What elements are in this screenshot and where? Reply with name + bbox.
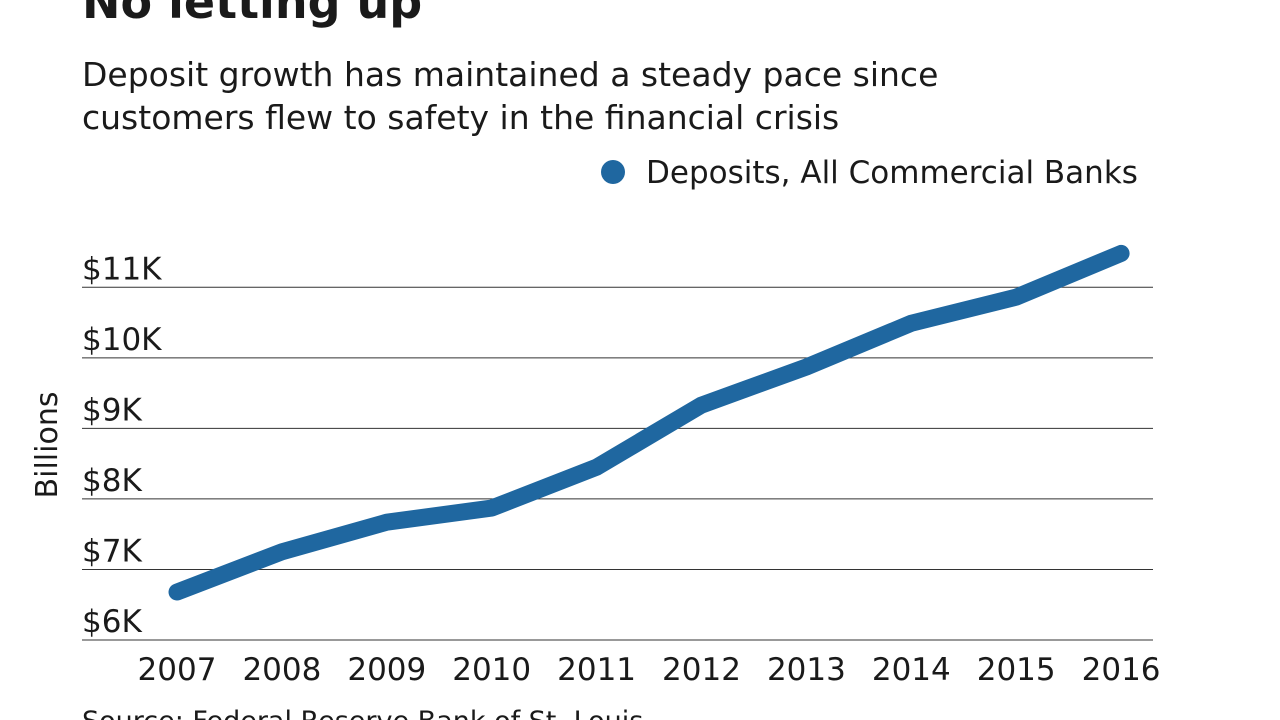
x-tick-label: 2015 xyxy=(977,652,1056,688)
x-tick-label: 2013 xyxy=(767,652,846,688)
x-tick-label: 2011 xyxy=(557,652,636,688)
x-tick-label: 2009 xyxy=(347,652,426,688)
source: Source: Federal Reserve Bank of St. Loui… xyxy=(82,706,643,720)
y-tick-label: $6K xyxy=(82,604,142,640)
x-tick-label: 2014 xyxy=(872,652,951,688)
x-tick-label: 2007 xyxy=(138,652,217,688)
chart-subtitle: customers flew to safety in the financia… xyxy=(82,98,839,137)
y-tick-label: $10K xyxy=(82,322,162,358)
y-tick-label: $7K xyxy=(82,533,142,569)
y-tick-label: $9K xyxy=(82,392,142,428)
y-tick-label: $11K xyxy=(82,251,162,287)
x-tick-label: 2016 xyxy=(1082,652,1161,688)
x-tick-label: 2008 xyxy=(242,652,321,688)
y-axis-title: Billions xyxy=(30,392,65,499)
legend-marker xyxy=(601,160,625,184)
legend-label: Deposits, All Commercial Banks xyxy=(646,155,1138,191)
y-tick-label: $8K xyxy=(82,463,142,499)
chart-subtitle: Deposit growth has maintained a steady p… xyxy=(82,55,938,94)
data-line xyxy=(168,244,1130,601)
x-tick-label: 2010 xyxy=(452,652,531,688)
x-tick-label: 2012 xyxy=(662,652,741,688)
chart-title: No letting up xyxy=(82,0,422,29)
